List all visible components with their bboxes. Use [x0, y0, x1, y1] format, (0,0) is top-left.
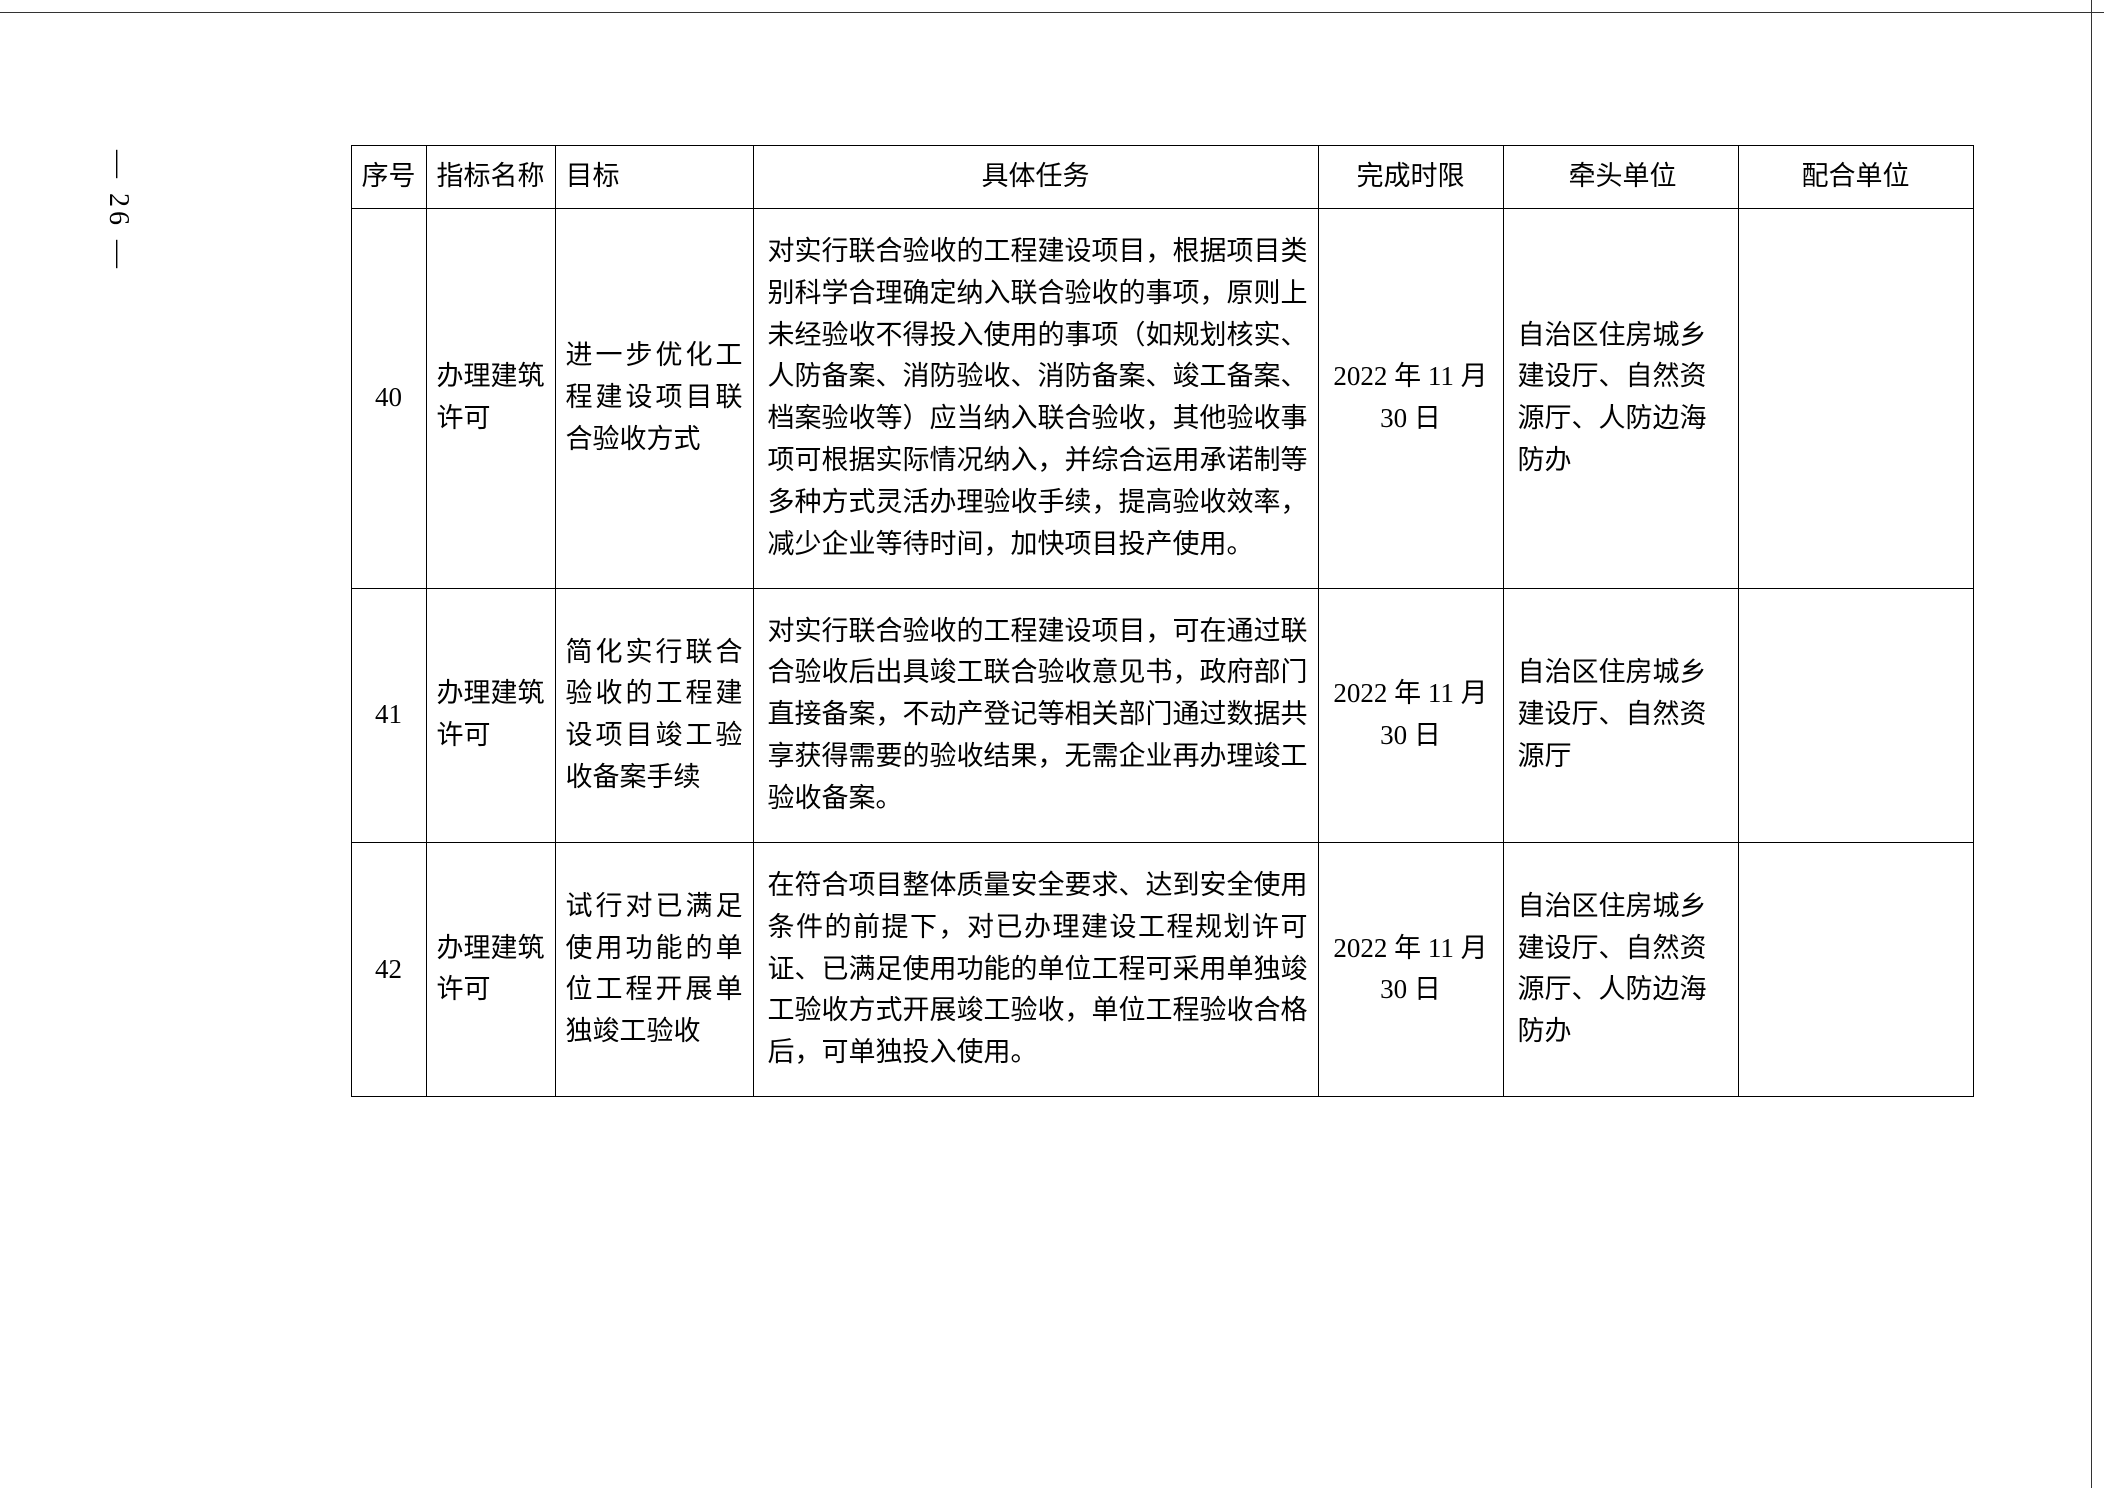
- cell-lead-unit: 自治区住房城乡建设厅、自然资源厅、人防边海防办: [1503, 842, 1738, 1096]
- cell-coop-unit: [1738, 588, 1973, 842]
- col-header-seq: 序号: [351, 146, 426, 209]
- cell-task: 在符合项目整体质量安全要求、达到安全使用条件的前提下，对已办理建设工程规划许可证…: [753, 842, 1318, 1096]
- cell-goal: 简化实行联合验收的工程建设项目竣工验收备案手续: [555, 588, 753, 842]
- cell-lead-unit: 自治区住房城乡建设厅、自然资源厅: [1503, 588, 1738, 842]
- cell-goal: 进一步优化工程建设项目联合验收方式: [555, 208, 753, 588]
- cell-task: 对实行联合验收的工程建设项目，可在通过联合验收后出具竣工联合验收意见书，政府部门…: [753, 588, 1318, 842]
- cell-seq: 41: [351, 588, 426, 842]
- col-header-lead-unit: 牵头单位: [1503, 146, 1738, 209]
- page-number: — 26 —: [102, 150, 134, 272]
- cell-seq: 40: [351, 208, 426, 588]
- table-header-row: 序号 指标名称 目标 具体任务 完成时限 牵头单位 配合单位: [351, 146, 1973, 209]
- table-row: 41 办理建筑许可 简化实行联合验收的工程建设项目竣工验收备案手续 对实行联合验…: [351, 588, 1973, 842]
- table-row: 40 办理建筑许可 进一步优化工程建设项目联合验收方式 对实行联合验收的工程建设…: [351, 208, 1973, 588]
- cell-deadline: 2022 年 11 月 30 日: [1318, 208, 1503, 588]
- col-header-goal: 目标: [555, 146, 753, 209]
- cell-coop-unit: [1738, 842, 1973, 1096]
- cell-indicator-name: 办理建筑许可: [426, 208, 555, 588]
- col-header-deadline: 完成时限: [1318, 146, 1503, 209]
- cell-deadline: 2022 年 11 月 30 日: [1318, 588, 1503, 842]
- table-row: 42 办理建筑许可 试行对已满足使用功能的单位工程开展单独竣工验收 在符合项目整…: [351, 842, 1973, 1096]
- cell-coop-unit: [1738, 208, 1973, 588]
- table-head: 序号 指标名称 目标 具体任务 完成时限 牵头单位 配合单位: [351, 146, 1973, 209]
- cell-seq: 42: [351, 842, 426, 1096]
- col-header-indicator-name: 指标名称: [426, 146, 555, 209]
- task-table: 序号 指标名称 目标 具体任务 完成时限 牵头单位 配合单位 40 办理建筑许可…: [351, 145, 1974, 1097]
- table-wrapper: 序号 指标名称 目标 具体任务 完成时限 牵头单位 配合单位 40 办理建筑许可…: [351, 145, 1974, 1097]
- cell-indicator-name: 办理建筑许可: [426, 842, 555, 1096]
- cell-goal: 试行对已满足使用功能的单位工程开展单独竣工验收: [555, 842, 753, 1096]
- col-header-coop-unit: 配合单位: [1738, 146, 1973, 209]
- cell-task: 对实行联合验收的工程建设项目，根据项目类别科学合理确定纳入联合验收的事项，原则上…: [753, 208, 1318, 588]
- table-body: 40 办理建筑许可 进一步优化工程建设项目联合验收方式 对实行联合验收的工程建设…: [351, 208, 1973, 1096]
- col-header-task: 具体任务: [753, 146, 1318, 209]
- cell-lead-unit: 自治区住房城乡建设厅、自然资源厅、人防边海防办: [1503, 208, 1738, 588]
- cell-indicator-name: 办理建筑许可: [426, 588, 555, 842]
- cell-deadline: 2022 年 11 月 30 日: [1318, 842, 1503, 1096]
